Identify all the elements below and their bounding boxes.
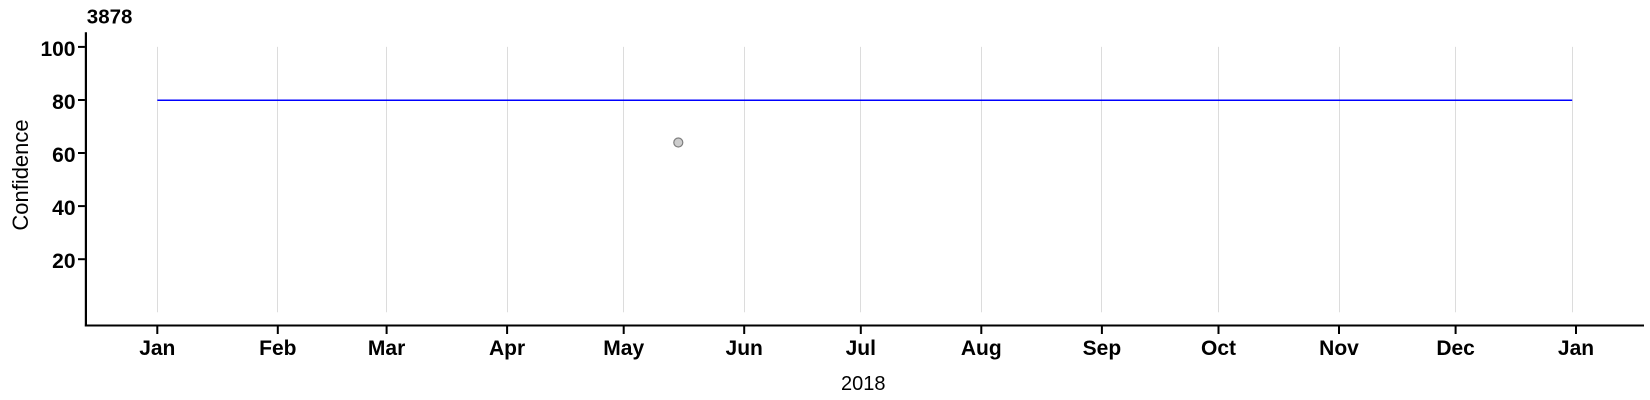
svg-text:Confidence: Confidence xyxy=(8,119,33,230)
svg-text:Sep: Sep xyxy=(1083,337,1122,360)
svg-text:80: 80 xyxy=(52,91,75,114)
svg-text:40: 40 xyxy=(52,197,75,220)
svg-text:60: 60 xyxy=(52,144,75,167)
svg-text:2018: 2018 xyxy=(841,373,886,395)
svg-text:May: May xyxy=(603,337,644,360)
svg-text:3878: 3878 xyxy=(87,5,133,28)
svg-text:Jan: Jan xyxy=(1558,337,1594,360)
svg-text:Jan: Jan xyxy=(139,337,175,360)
svg-text:Jun: Jun xyxy=(726,337,763,360)
svg-text:Nov: Nov xyxy=(1319,337,1359,360)
svg-text:Mar: Mar xyxy=(368,337,405,360)
svg-text:Oct: Oct xyxy=(1201,337,1236,360)
svg-text:100: 100 xyxy=(40,38,75,61)
svg-text:Aug: Aug xyxy=(961,337,1002,360)
svg-text:Jul: Jul xyxy=(846,337,876,360)
svg-text:20: 20 xyxy=(52,250,75,273)
svg-text:Feb: Feb xyxy=(259,337,296,360)
svg-text:Apr: Apr xyxy=(489,337,525,360)
svg-text:Dec: Dec xyxy=(1436,337,1475,360)
